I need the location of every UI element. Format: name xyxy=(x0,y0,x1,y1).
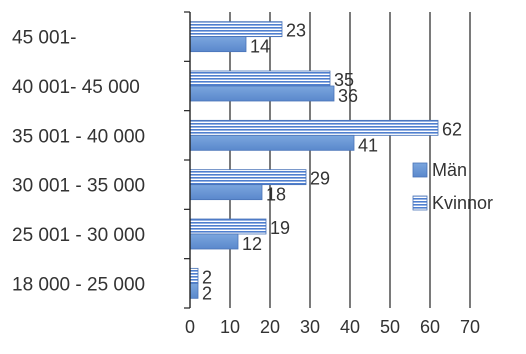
data-label-man: 14 xyxy=(250,37,270,57)
x-tick-labels: 0 10 20 30 40 50 60 70 xyxy=(185,317,480,337)
data-label-kvinnor: 2 xyxy=(202,267,212,287)
x-tick-label: 40 xyxy=(340,317,360,337)
bar-man xyxy=(189,134,355,151)
bar-man xyxy=(189,233,239,250)
data-label-kvinnor: 62 xyxy=(442,119,462,139)
legend-label-kvinnor: Kvinnor xyxy=(432,193,493,213)
data-label-kvinnor: 19 xyxy=(270,218,290,238)
category-label: 18 000 - 25 000 xyxy=(12,274,145,295)
legend-swatch-man xyxy=(412,162,428,178)
bar-kvinnor xyxy=(189,218,267,235)
data-label-kvinnor: 23 xyxy=(286,21,306,41)
x-tick-label: 20 xyxy=(260,317,280,337)
category-label: 30 001 - 35 000 xyxy=(12,176,145,197)
gridlines xyxy=(229,12,471,308)
axes xyxy=(184,11,191,309)
bar-man xyxy=(189,85,335,102)
legend: Män Kvinnor xyxy=(412,160,493,213)
bar-kvinnor xyxy=(189,169,307,186)
bar-man xyxy=(189,36,247,53)
category-label: 45 001- xyxy=(12,28,76,49)
category-label: 35 001 - 40 000 xyxy=(12,126,145,147)
bar-kvinnor xyxy=(189,21,283,38)
bars xyxy=(189,21,439,299)
data-label-man: 41 xyxy=(358,135,378,155)
x-tick-label: 60 xyxy=(420,317,440,337)
legend-swatch-kvinnor xyxy=(412,195,428,211)
bar-kvinnor xyxy=(189,267,199,284)
bar-man xyxy=(189,282,199,299)
x-tick-label: 10 xyxy=(220,317,240,337)
x-tick-label: 70 xyxy=(460,317,480,337)
category-labels: 45 001- 40 001- 45 000 35 001 - 40 000 30 0… xyxy=(12,28,145,296)
data-label-man: 12 xyxy=(242,234,262,254)
x-tick-label: 0 xyxy=(185,317,195,337)
category-label: 40 001- 45 000 xyxy=(12,77,140,98)
bar-man xyxy=(189,184,263,201)
data-label-man: 18 xyxy=(266,185,286,205)
category-label: 25 001 - 30 000 xyxy=(12,225,145,246)
x-tick-label: 50 xyxy=(380,317,400,337)
bar-kvinnor xyxy=(189,119,439,136)
data-label-kvinnor: 35 xyxy=(334,70,354,90)
data-label-man: 36 xyxy=(338,86,358,106)
bar-kvinnor xyxy=(189,70,331,87)
x-tick-label: 30 xyxy=(300,317,320,337)
data-label-kvinnor: 29 xyxy=(310,169,330,189)
legend-label-man: Män xyxy=(432,160,467,180)
data-label-man: 2 xyxy=(202,283,212,303)
